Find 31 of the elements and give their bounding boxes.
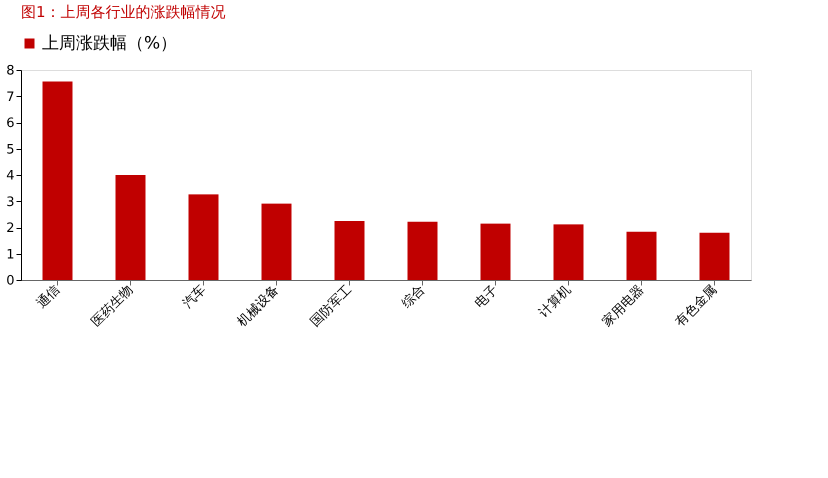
x-tick-label: 有色金属 <box>672 282 720 330</box>
y-tick-label: 4 <box>6 168 14 184</box>
x-tick-label: 机械设备 <box>234 282 282 330</box>
bar <box>262 204 292 280</box>
y-tick-label: 0 <box>6 274 14 288</box>
bar <box>626 232 656 280</box>
y-tick-label: 7 <box>6 90 14 105</box>
x-tick-label: 电子 <box>472 282 502 312</box>
bar <box>554 224 584 280</box>
legend-label: 上周涨跌幅（%） <box>42 34 178 54</box>
bar <box>116 175 146 280</box>
y-tick-label: 2 <box>6 221 14 236</box>
bar <box>188 194 218 280</box>
bar <box>700 232 730 280</box>
y-tick-label: 1 <box>6 247 14 262</box>
x-tick-label: 医药生物 <box>88 282 136 330</box>
y-tick-label: 3 <box>6 194 14 210</box>
x-tick-label: 综合 <box>399 282 428 312</box>
x-tick-label: 通信 <box>34 282 64 312</box>
y-tick-label: 5 <box>6 142 14 158</box>
x-tick-label: 家用电器 <box>599 282 648 330</box>
x-tick-label: 汽车 <box>180 282 210 312</box>
bar <box>408 222 438 280</box>
y-tick-label: 8 <box>6 64 14 78</box>
bar <box>480 224 510 280</box>
x-tick-label: 计算机 <box>536 282 574 321</box>
bar <box>334 220 364 280</box>
bar <box>42 82 72 280</box>
x-tick-label: 国防军工 <box>308 282 356 330</box>
y-tick-label: 6 <box>6 116 14 131</box>
chart-title: 图1：上周各行业的涨跌幅情况 <box>21 3 226 21</box>
